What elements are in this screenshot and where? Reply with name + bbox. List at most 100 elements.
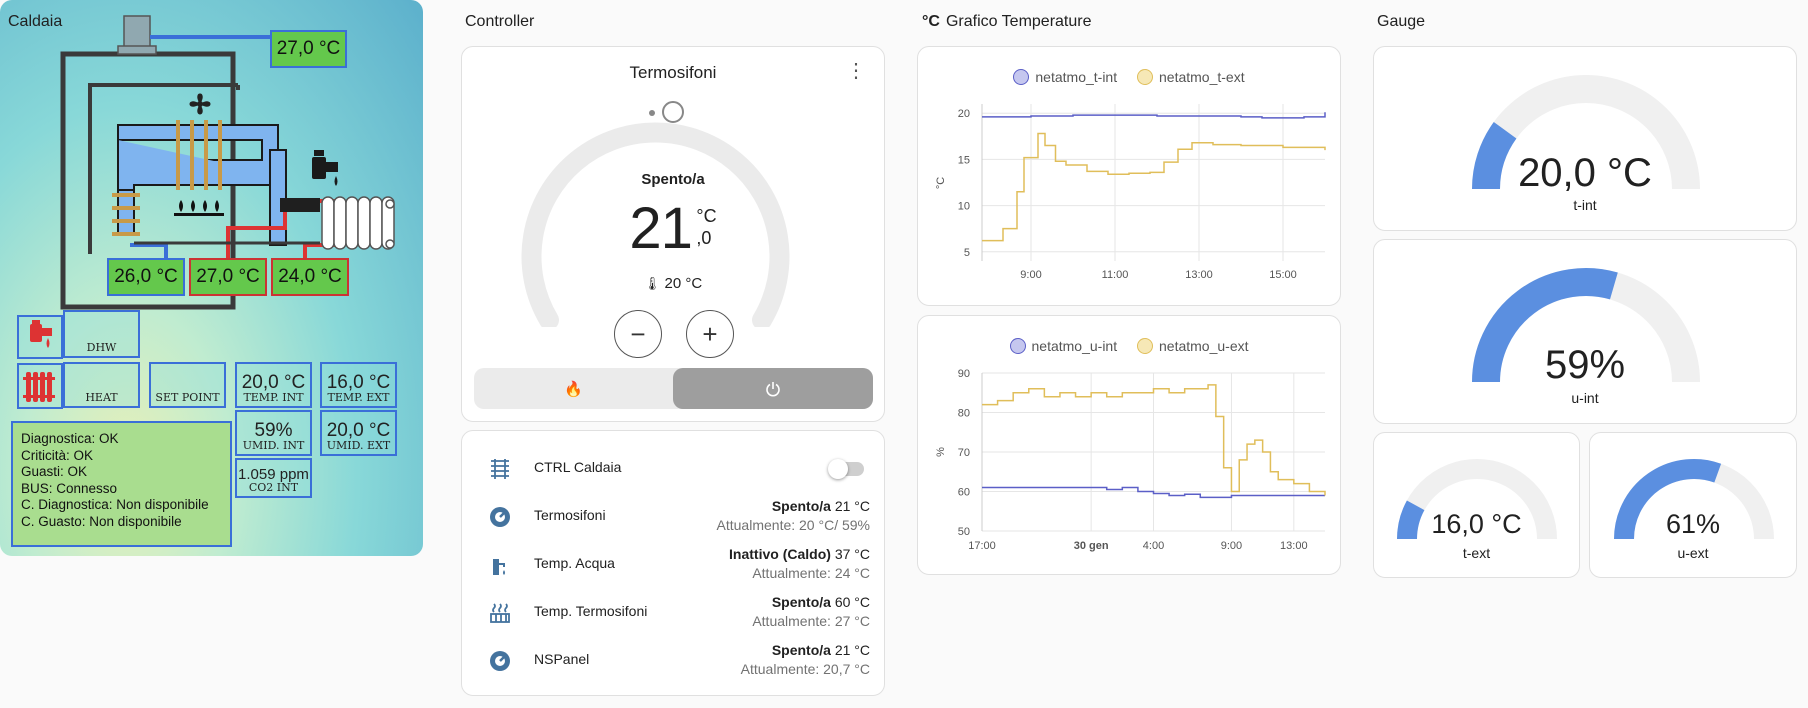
setpoint-label[interactable]: SET POINT — [149, 362, 226, 408]
umid-ext-value: 20,0 °C — [326, 419, 391, 441]
gauge-label: u-int — [1571, 390, 1599, 406]
umid-ext-label: UMID. EXT — [326, 439, 391, 453]
entity-row-temp-acqua[interactable]: Temp. Acqua Inattivo (Caldo) 37 °C Attual… — [462, 541, 884, 589]
thermostat-title: Termosifoni — [629, 63, 717, 82]
y-axis-label: % — [935, 447, 947, 457]
gauge-card-u-ext[interactable]: 61% u-ext — [1589, 432, 1797, 578]
boiler-schematic-card[interactable]: 27,0 °C 26,0 °C 27,0 °C 24,0 °C DHW HEAT… — [0, 0, 423, 556]
series-line-netatmo_t-int — [982, 112, 1326, 119]
gauge-label: t-ext — [1462, 545, 1491, 561]
grafico-title: °C Grafico Temperature — [922, 13, 1092, 31]
temp-int-value: 20,0 °C — [241, 371, 306, 393]
more-options-icon[interactable]: ⋮ — [846, 60, 866, 82]
radiator-red-icon — [17, 363, 63, 409]
legend-label: netatmo_t-ext — [1159, 69, 1245, 85]
thermometer-icon: 🌡 — [643, 276, 661, 291]
entity-state-sub: Attualmente: 20 °C/ 59% — [716, 517, 870, 533]
gauge-fill — [1397, 500, 1425, 540]
thermostat-icon — [490, 507, 510, 527]
current-temp-value: 20 °C — [664, 275, 703, 292]
tap-icon — [312, 150, 338, 186]
temp-b2-box: 27,0 °C — [189, 258, 267, 296]
gauge-card-t-int[interactable]: 20,0 °C t-int — [1373, 46, 1797, 231]
entity-name: Termosifoni — [534, 507, 606, 523]
entity-state-sub: Attualmente: 20,7 °C — [740, 661, 870, 677]
diag-line: C. Diagnostica: Non disponibile — [21, 497, 209, 513]
gauge-arc — [1472, 268, 1700, 383]
radiator-bars-icon — [491, 459, 509, 479]
heat-label[interactable]: HEAT — [63, 362, 140, 408]
temp-ext-reading: 16,0 °C TEMP. EXT — [320, 362, 397, 408]
entity-state-sub: Attualmente: 27 °C — [752, 613, 870, 629]
gauge-label: u-ext — [1677, 545, 1709, 561]
legend-item[interactable]: netatmo_u-int — [1009, 338, 1118, 354]
gauge-label: t-int — [1573, 197, 1597, 213]
gauge-value: 16,0 °C — [1431, 509, 1522, 539]
legend-item[interactable]: netatmo_t-int — [1013, 69, 1117, 85]
umid-int-label: UMID. INT — [242, 439, 305, 453]
umid-int-reading: 59% UMID. INT — [235, 410, 312, 456]
tap-red-icon — [17, 315, 63, 359]
decrease-button[interactable]: − — [614, 310, 662, 358]
legend-item[interactable]: netatmo_u-ext — [1137, 338, 1249, 354]
power-icon — [766, 381, 780, 396]
entity-state: Inattivo (Caldo) 37 °C Attualmente: 24 °C — [729, 545, 870, 583]
entity-row-temp-termosifoni[interactable]: Temp. Termosifoni Spento/a 60 °C Attualme… — [462, 589, 884, 637]
gauge-fill — [1614, 459, 1722, 540]
dhw-label[interactable]: DHW — [63, 310, 140, 358]
temp-ext-label: TEMP. EXT — [327, 391, 390, 405]
gauge-fill — [1472, 121, 1517, 190]
x-tick-label: 17:00 — [968, 540, 996, 552]
fan-icon — [189, 93, 211, 115]
target-temp: 21 °C ,0 — [462, 195, 884, 262]
temp-b3-box: 24,0 °C — [271, 258, 349, 296]
temp-ext-value: 16,0 °C — [326, 371, 391, 393]
series-line-netatmo_t-ext — [982, 132, 1326, 242]
gauge-value: 59% — [1544, 343, 1626, 387]
umid-int-value: 59% — [254, 419, 293, 441]
humidity-chart-legend: netatmo_u-int netatmo_u-ext — [918, 338, 1340, 354]
legend-label: netatmo_t-int — [1035, 69, 1118, 85]
increase-button[interactable]: + — [686, 310, 734, 358]
series-line-netatmo_u-int — [982, 486, 1325, 499]
diag-line: Criticità: OK — [21, 447, 94, 463]
entity-state-value: 21 °C — [830, 498, 870, 514]
y-tick-label: 20 — [958, 108, 970, 120]
entity-state: Spento/a 21 °C Attualmente: 20,7 °C — [741, 641, 870, 679]
target-unit: °C — [696, 206, 717, 226]
temp-top-box: 27,0 °C — [270, 30, 347, 68]
caldaia-title: Caldaia — [8, 13, 63, 30]
y-axis-label: °C — [935, 177, 947, 189]
co2-int-reading: 1.059 ppm CO2 INT — [235, 458, 312, 498]
y-tick-label: 10 — [958, 201, 970, 213]
x-tick-label: 4:00 — [1143, 540, 1164, 552]
legend-item[interactable]: netatmo_t-ext — [1137, 69, 1245, 85]
gauge-card-t-ext[interactable]: 16,0 °C t-ext — [1373, 432, 1580, 578]
entity-row-termosifoni[interactable]: Termosifoni Spento/a 21 °C Attualmente: 2… — [462, 493, 884, 541]
off-mode-button[interactable] — [673, 368, 873, 409]
y-tick-label: 90 — [958, 368, 970, 380]
legend-label: netatmo_u-int — [1031, 338, 1118, 354]
target-dec: ,0 — [696, 228, 712, 248]
water-tap-icon — [493, 559, 505, 575]
gauge-card-u-int[interactable]: 59% u-int — [1373, 239, 1797, 424]
x-tick-label: 9:00 — [1221, 540, 1242, 552]
thermostat-dial[interactable] — [462, 47, 885, 327]
x-tick-label: 30 gen — [1074, 540, 1109, 552]
target-handle — [662, 101, 684, 123]
entity-row-ctrl-caldaia[interactable]: CTRL Caldaia — [462, 445, 884, 493]
temp-int-label: TEMP. INT — [243, 391, 304, 405]
ctrl-caldaia-toggle[interactable] — [828, 459, 864, 479]
x-tick-label: 13:00 — [1280, 540, 1308, 552]
radiator-icon — [321, 196, 395, 250]
thermostat-icon — [490, 651, 510, 671]
heat-mode-button[interactable]: 🔥 — [474, 368, 673, 409]
gauge-arc — [1397, 459, 1557, 540]
gauge-fill — [1472, 268, 1618, 383]
x-tick-label: 11:00 — [1102, 269, 1129, 281]
flame-icon: 🔥 — [564, 380, 583, 398]
series-line-netatmo_u-ext — [982, 384, 1326, 496]
x-tick-label: 9:00 — [1020, 269, 1041, 281]
entity-row-nspanel[interactable]: NSPanel Spento/a 21 °C Attualmente: 20,7 … — [462, 637, 884, 685]
x-tick-label: 15:00 — [1269, 269, 1297, 281]
